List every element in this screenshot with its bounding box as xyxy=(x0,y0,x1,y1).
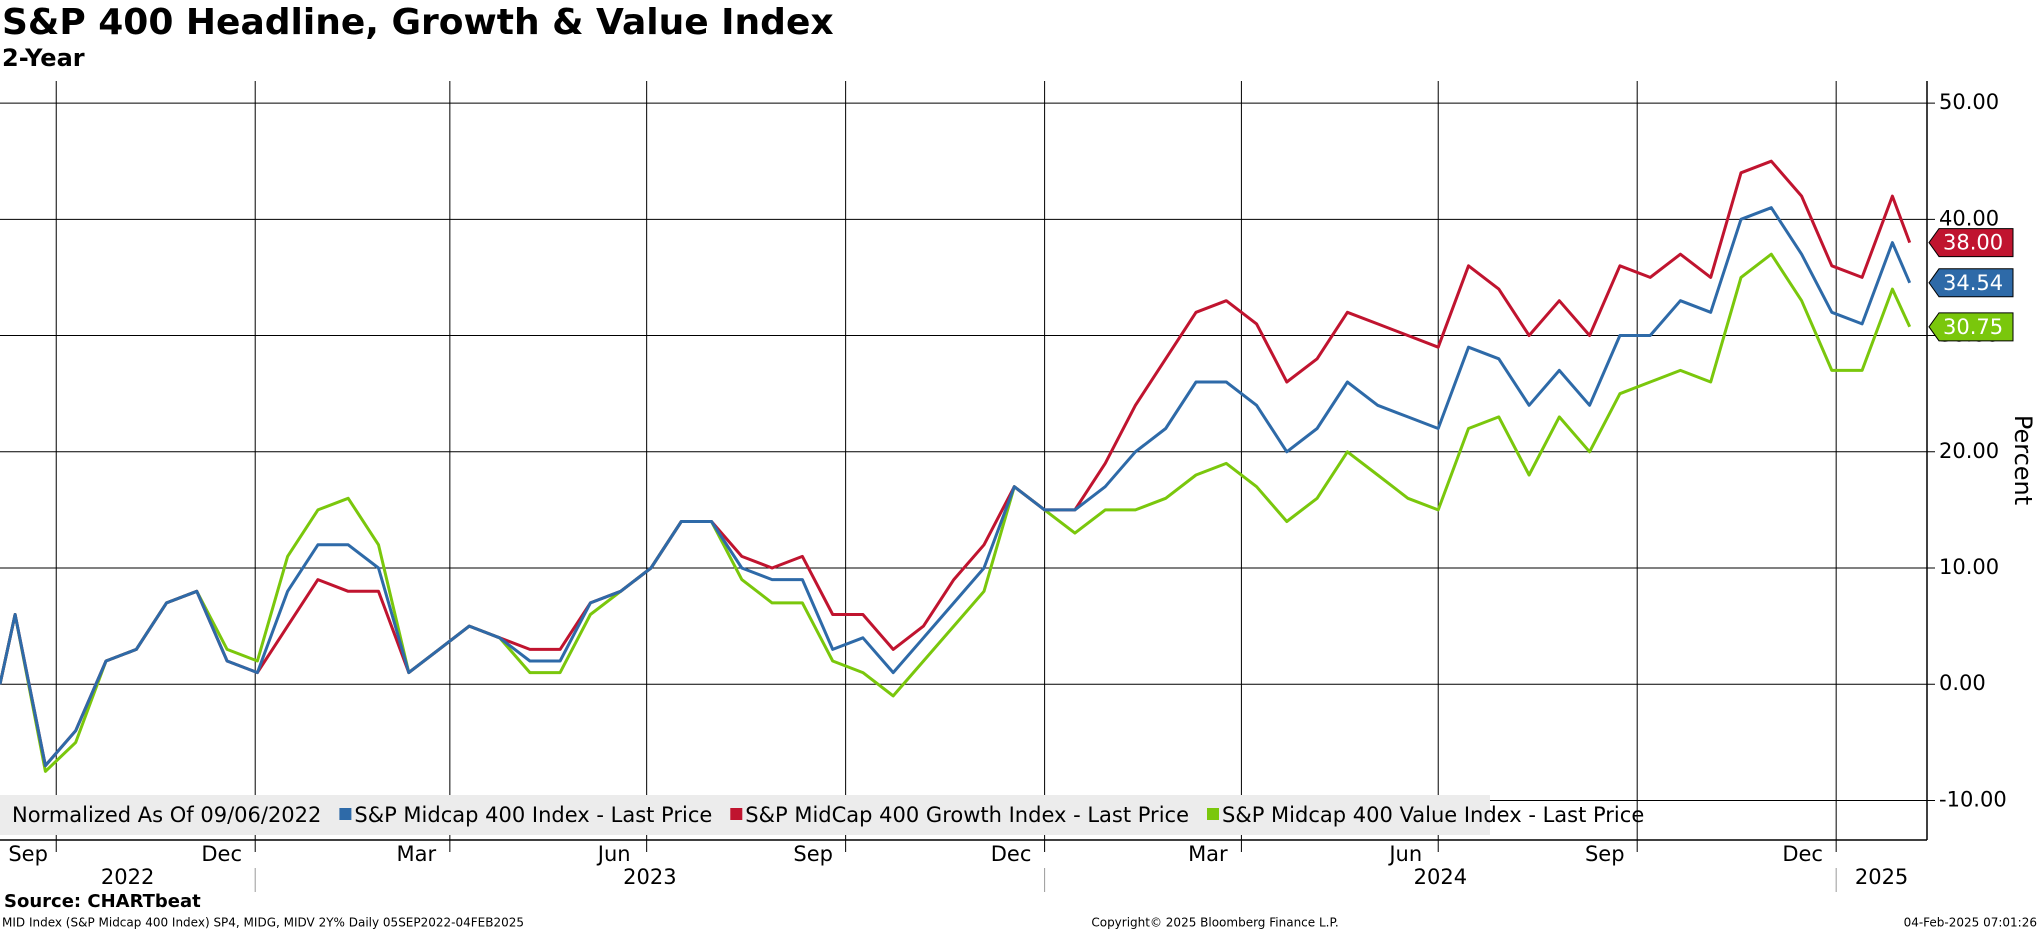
last-value-label: 30.75 xyxy=(1943,315,2003,339)
year-label: 2025 xyxy=(1855,865,1908,889)
legend-note: Normalized As Of 09/06/2022 xyxy=(12,803,321,827)
year-label: 2024 xyxy=(1414,865,1467,889)
legend-swatch xyxy=(730,808,743,820)
legend-swatch xyxy=(1207,808,1219,820)
x-tick-label: Jun xyxy=(1387,842,1422,866)
x-tick-label: Sep xyxy=(8,842,48,866)
last-value-tag xyxy=(1928,228,2014,258)
chart-title: S&P 400 Headline, Growth & Value Index xyxy=(2,2,834,43)
y-tick-label: 0.00 xyxy=(1939,671,1986,695)
x-tick-label: Dec xyxy=(201,842,242,866)
x-tick-label: Mar xyxy=(1188,842,1228,866)
x-tick-label: Dec xyxy=(991,842,1032,866)
x-tick-label: Sep xyxy=(1585,842,1625,866)
legend-swatch xyxy=(339,808,352,820)
legend-label: S&P Midcap 400 Index - Last Price xyxy=(354,803,712,827)
x-tick-label: Dec xyxy=(1782,842,1823,866)
year-label: 2022 xyxy=(101,865,154,889)
y-axis-label: Percent xyxy=(2009,415,2037,505)
y-tick-label: 50.00 xyxy=(1939,90,1999,114)
x-tick-label: Jun xyxy=(596,842,631,866)
legend: Normalized As Of 09/06/2022 S&P Midcap 40… xyxy=(0,795,1644,835)
chart-subtitle: 2-Year xyxy=(2,44,85,72)
series-line xyxy=(0,206,1912,768)
last-value-label: 34.54 xyxy=(1943,271,2003,295)
source: Source: CHARTbeat xyxy=(4,891,201,912)
year-label: 2023 xyxy=(623,865,676,889)
y-tick-label: 10.00 xyxy=(1939,555,1999,579)
y-tick-label: 40.00 xyxy=(1939,206,1999,230)
x-tick-label: Sep xyxy=(793,842,833,866)
series-line xyxy=(0,252,1912,773)
last-value-label: 38.00 xyxy=(1943,231,2003,255)
legend-label: S&P MidCap 400 Growth Index - Last Price xyxy=(745,803,1189,827)
footer-right: 04-Feb-2025 07:01:26 xyxy=(1904,916,2037,930)
legend-background xyxy=(0,795,1490,835)
last-value-tag xyxy=(1928,268,2014,298)
x-tick-label: Mar xyxy=(397,842,437,866)
series-line xyxy=(0,159,1912,768)
footer-center: Copyright© 2025 Bloomberg Finance L.P. xyxy=(1091,916,1338,930)
footer-left: MID Index (S&P Midcap 400 Index) SP4, MI… xyxy=(2,916,524,930)
legend-label: S&P Midcap 400 Value Index - Last Price xyxy=(1222,803,1644,827)
y-tick-label: 20.00 xyxy=(1939,439,1999,463)
y-tick-label: -10.00 xyxy=(1939,787,2007,811)
last-value-tag xyxy=(1928,312,2014,342)
